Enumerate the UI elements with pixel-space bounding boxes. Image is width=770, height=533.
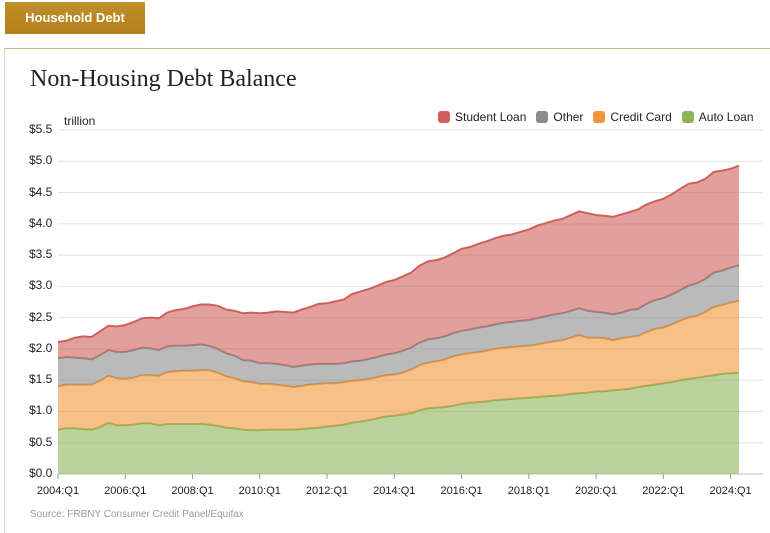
x-tick-label: 2004:Q1: [36, 485, 80, 497]
y-tick-label: $1.0: [29, 403, 53, 418]
legend-label: Other: [553, 110, 584, 124]
y-tick-label: $5.5: [29, 122, 53, 136]
y-axis-unit: trillion: [64, 114, 96, 128]
legend-item-other[interactable]: Other: [536, 110, 583, 124]
area-credit-card: [58, 300, 739, 431]
x-tick-label: 2016:Q1: [440, 485, 483, 497]
y-tick-label: $4.5: [29, 184, 53, 199]
y-tick-label: $1.5: [29, 372, 53, 387]
legend-swatch: [536, 111, 549, 123]
x-tick-label: 2024:Q1: [709, 485, 752, 497]
x-tick-label: 2008:Q1: [171, 485, 214, 497]
y-tick-label: $3.5: [29, 247, 53, 262]
chart-legend: Student Loan Other Credit Card Auto Loan: [438, 108, 764, 126]
area-auto-loan: [58, 372, 739, 474]
source-note: Source: FRBNY Consumer Credit Panel/Equi…: [30, 509, 244, 520]
y-tick-label: $0.0: [29, 466, 53, 480]
y-tick-label: $5.0: [29, 153, 53, 168]
legend-swatch: [593, 111, 606, 123]
legend-label: Student Loan: [455, 110, 527, 124]
legend-label: Auto Loan: [698, 110, 754, 124]
x-tick-label: 2006:Q1: [104, 485, 147, 497]
legend-item-auto-loan[interactable]: Auto Loan: [681, 110, 754, 124]
x-tick-label: 2018:Q1: [507, 485, 550, 497]
x-tick-label: 2020:Q1: [574, 485, 618, 497]
legend-swatch: [438, 111, 450, 123]
y-tick-label: $4.0: [29, 215, 53, 230]
y-tick-label: $2.0: [29, 340, 53, 355]
y-tick-label: $2.5: [29, 309, 53, 324]
x-tick-label: 2014:Q1: [373, 485, 416, 497]
x-tick-label: 2012:Q1: [305, 485, 349, 497]
y-tick-label: $0.5: [29, 434, 53, 449]
line-student-loan: [57, 164, 740, 343]
area-other: [58, 265, 739, 388]
legend-item-credit-card[interactable]: Credit Card: [593, 110, 672, 124]
x-tick-label: 2022:Q1: [642, 485, 685, 497]
x-tick-label: 2010:Q1: [238, 485, 281, 497]
chart-title: Non-Housing Debt Balance: [30, 66, 297, 92]
legend-label: Credit Card: [610, 110, 672, 124]
tab-household-debt[interactable]: Household Debt: [5, 2, 145, 34]
legend-swatch: [681, 111, 694, 123]
legend-item-student-loan[interactable]: Student Loan: [438, 110, 526, 124]
y-tick-label: $3.0: [29, 278, 53, 293]
area-student-loan: [58, 165, 739, 367]
